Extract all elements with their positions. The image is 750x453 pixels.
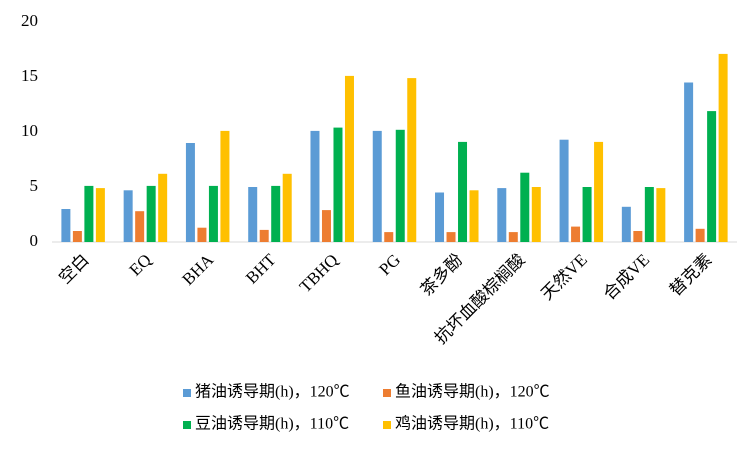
legend-swatch (183, 389, 191, 397)
x-tick-label: TBHQ (296, 250, 342, 296)
bar (333, 127, 343, 242)
bar (718, 53, 728, 243)
bar (520, 172, 530, 242)
x-tick-label: 空白 (55, 250, 92, 287)
legend-label: 豆油诱导期(h)，110℃ (195, 415, 349, 433)
legend-label: 猪油诱导期(h)，120℃ (195, 383, 350, 401)
bar (582, 187, 592, 242)
bar (508, 232, 518, 242)
bar (707, 111, 717, 242)
bar (220, 130, 230, 242)
bar (208, 185, 218, 242)
bar (321, 210, 331, 242)
bar (559, 139, 569, 242)
x-tick-label: BHA (178, 250, 217, 289)
bar (158, 173, 168, 242)
bar (123, 190, 133, 242)
bar (633, 231, 643, 242)
bar (407, 78, 417, 242)
y-tick-label: 20 (21, 11, 38, 30)
bar (435, 192, 445, 242)
legend-label: 鱼油诱导期(h)，120℃ (395, 383, 550, 401)
bar (384, 232, 394, 242)
bar (695, 228, 705, 242)
y-tick-label: 15 (21, 66, 38, 85)
x-tick-label: 茶多酚 (417, 250, 466, 299)
bar (197, 227, 207, 242)
bar (146, 185, 156, 242)
bar (531, 187, 541, 242)
bar (469, 190, 479, 242)
bar (61, 209, 71, 242)
bar (594, 141, 604, 242)
bar (95, 188, 105, 242)
x-tick-label: PG (375, 250, 404, 279)
bar (497, 188, 507, 242)
bar (372, 130, 382, 242)
legend-swatch (383, 421, 391, 429)
bar (344, 75, 354, 243)
bar (395, 129, 405, 242)
bar (446, 232, 456, 242)
legend-swatch (183, 421, 191, 429)
x-tick-label: EQ (126, 250, 155, 279)
bar (656, 188, 666, 242)
bar (248, 187, 258, 242)
bar (621, 206, 631, 242)
bar (458, 141, 468, 242)
bar (135, 211, 145, 242)
x-tick-label: BHT (242, 250, 280, 288)
bar (72, 231, 82, 242)
bar (271, 185, 281, 242)
x-tick-label: 天然VE (537, 250, 591, 304)
y-tick-label: 0 (30, 231, 39, 250)
bar (84, 185, 94, 242)
y-tick-label: 10 (21, 121, 38, 140)
bar (310, 130, 320, 242)
legend-swatch (383, 389, 391, 397)
y-tick-label: 5 (30, 176, 39, 195)
x-tick-label: 合成VE (600, 250, 654, 304)
x-tick-label: 替克素 (666, 250, 715, 299)
legend-label: 鸡油诱导期(h)，110℃ (395, 415, 549, 433)
bar (259, 229, 269, 242)
bar (644, 187, 654, 242)
bar (282, 173, 292, 242)
bar (571, 226, 581, 242)
bar (684, 82, 694, 242)
bar (185, 143, 195, 242)
